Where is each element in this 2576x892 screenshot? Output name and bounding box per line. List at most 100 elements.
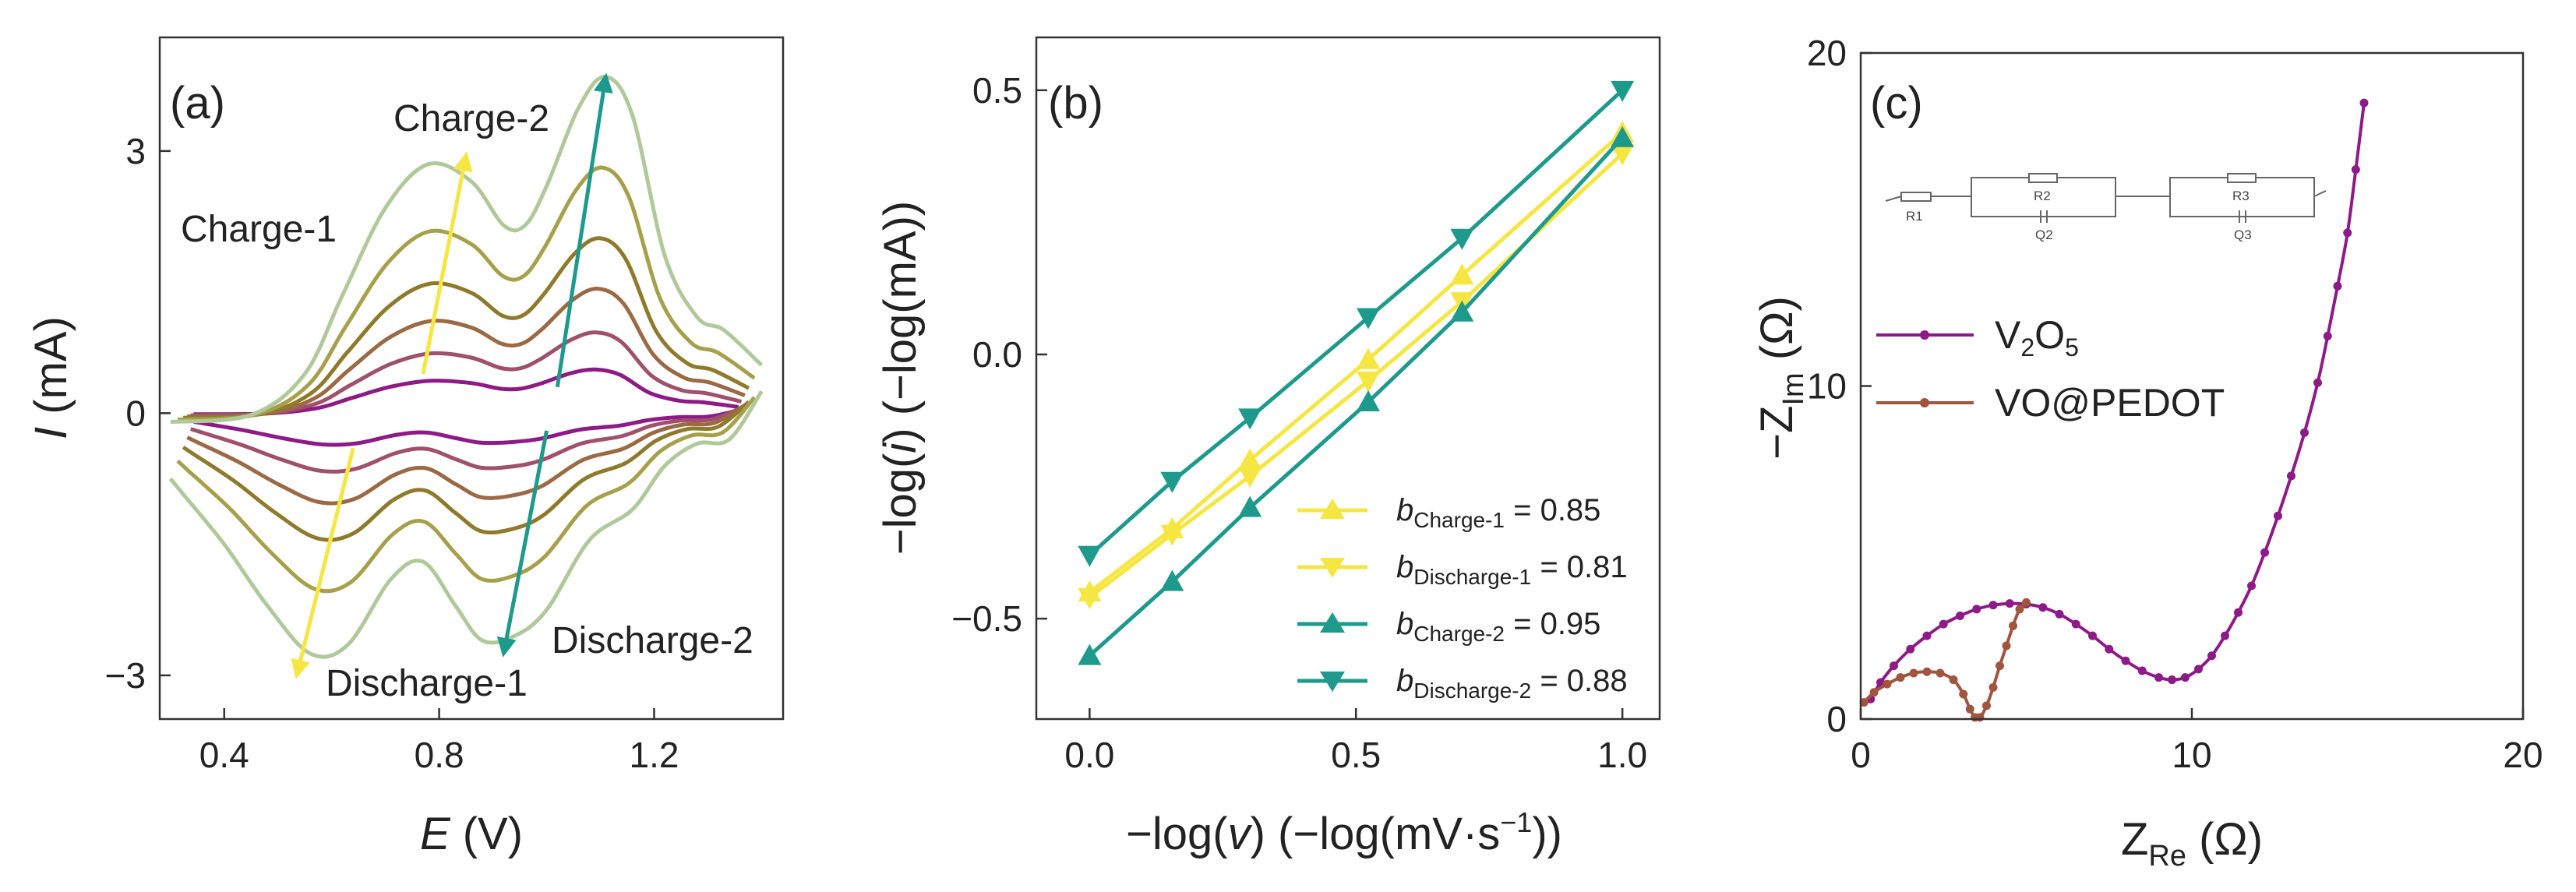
x-tick-label: 1.0 (1597, 735, 1647, 775)
nyquist-point (1936, 668, 1945, 678)
panel-a-xlabel: E (V) (420, 809, 523, 859)
nyquist-point (1972, 605, 1981, 614)
nyquist-point (2221, 631, 2229, 640)
data-point-discharge-1 (1611, 144, 1635, 166)
data-point-discharge-2 (1450, 228, 1474, 250)
cv-curve-anodic (190, 330, 743, 418)
legend-entry-v2o5: V2O5 (1876, 313, 2079, 361)
panel-b-ticks: 0.0 0.5 1.0 0.5 0.0 −0.5 (951, 70, 1647, 775)
data-point-charge-2 (1356, 390, 1380, 412)
nyquist-point (2154, 673, 2163, 682)
legend-marker-down (1320, 558, 1345, 578)
y-tick-label: 20 (1807, 33, 1847, 73)
y-tick-label: 10 (1807, 366, 1847, 407)
y-tick-label: 0.0 (972, 334, 1022, 375)
annotation-charge-2: Charge-2 (393, 98, 549, 139)
nyquist-point (1922, 667, 1932, 676)
cv-curve-anodic (177, 165, 756, 422)
svg-text:bDischarge-2 = 0.88: bDischarge-2 = 0.88 (1396, 664, 1628, 703)
data-point-charge-1 (1238, 448, 1262, 470)
scan-rate-arrow (555, 72, 613, 388)
nyquist-point (1956, 611, 1964, 620)
nyquist-point (2105, 644, 2114, 654)
x-tick-label: 0 (1851, 735, 1871, 775)
series-line-charge-2 (1088, 136, 1624, 658)
nyquist-point (2005, 599, 2014, 608)
panel-a-chart: 0.4 0.8 1.2 3 0 −3 (a) Charge-1 Charge-2 Disc… (26, 36, 785, 859)
series-line-discharge-1 (1088, 152, 1624, 599)
legend-entry-discharge-1: bDischarge-1 = 0.81 (1297, 550, 1628, 589)
panel-c-ylabel: −ZIm (Ω) (1752, 296, 1810, 460)
circuit-label-q2: Q2 (2035, 227, 2053, 242)
nyquist-point (2121, 656, 2130, 665)
nyquist-point (2247, 581, 2256, 591)
nyquist-line-vo-pedot (1862, 601, 2027, 721)
nyquist-point (2071, 619, 2080, 629)
nyquist-point (1896, 673, 1905, 682)
svg-text:V2O5: V2O5 (1995, 313, 2079, 361)
data-point-discharge-1 (1238, 466, 1262, 488)
data-point-charge-1 (1450, 263, 1474, 285)
nyquist-point (2194, 665, 2203, 674)
nyquist-point (1975, 713, 1985, 722)
nyquist-point (2055, 609, 2064, 619)
cv-curve-cathodic (176, 396, 757, 594)
panel-a-ylabel: I (mA) (26, 316, 76, 439)
panel-b-label: (b) (1048, 78, 1103, 129)
nyquist-point (2207, 651, 2216, 661)
data-point-discharge-2 (1356, 308, 1380, 330)
x-tick-label: 20 (2503, 735, 2542, 775)
cv-curve-cathodic (193, 408, 739, 447)
nyquist-point (1909, 668, 1918, 678)
svg-text:bDischarge-1 = 0.81: bDischarge-1 = 0.81 (1396, 550, 1628, 589)
legend-marker-down (1320, 672, 1345, 692)
nyquist-point (2300, 428, 2309, 437)
nyquist-point (1959, 689, 1968, 699)
nyquist-point (2137, 666, 2147, 675)
panel-b-chart: 0.0 0.5 1.0 0.5 0.0 −0.5 (b) bCharge-1 = 0.85… (875, 36, 1661, 859)
annotation-discharge-1: Discharge-1 (326, 663, 528, 704)
panel-b-legend: bCharge-1 = 0.85 bDischarge-1 = 0.81 bCh… (1297, 493, 1628, 703)
legend-marker-up (1320, 499, 1345, 519)
panel-b-ylabel: −log(i) (−log(mA)) (875, 201, 926, 555)
cv-curve-cathodic (168, 390, 764, 659)
panel-c-label: (c) (1870, 78, 1923, 129)
nyquist-point (2022, 598, 2031, 607)
legend-marker-up (1320, 612, 1345, 633)
cv-curve-anodic (183, 236, 750, 420)
data-point-charge-2 (1238, 495, 1262, 517)
nyquist-point (2038, 603, 2048, 612)
nyquist-point (1965, 704, 1974, 714)
legend-entry-vo-pedot: VO@PEDOT (1876, 381, 2225, 425)
data-point-charge-2 (1450, 300, 1474, 322)
x-tick-label: 0.8 (415, 735, 464, 775)
nyquist-point (2343, 228, 2352, 238)
circuit-label-q3: Q3 (2234, 227, 2252, 242)
nyquist-point (2287, 471, 2295, 481)
panel-c-ticks: 0 10 20 20 10 0 (1807, 33, 2543, 775)
data-point-charge-2 (1078, 643, 1102, 665)
data-point-discharge-2 (1611, 80, 1635, 102)
data-point-charge-2 (1611, 125, 1635, 147)
annotation-charge-1: Charge-1 (181, 209, 337, 250)
data-point-discharge-2 (1238, 408, 1262, 430)
nyquist-point (2168, 675, 2176, 685)
nyquist-point (2009, 621, 2017, 630)
panel-b-frame (1035, 36, 1661, 721)
nyquist-point (1982, 701, 1991, 710)
nyquist-point (1988, 601, 1998, 610)
panel-c-series (1859, 98, 2369, 722)
circuit-label-r1: R1 (1906, 209, 1923, 224)
scan-rate-arrow (421, 151, 473, 375)
panel-c-legend: V2O5 VO@PEDOT (1876, 313, 2225, 425)
cv-curve-anodic (187, 287, 746, 418)
panel-a-frame (158, 36, 785, 721)
nyquist-point (1876, 678, 1885, 687)
cv-curve-anodic (170, 74, 764, 425)
x-tick-label: 1.2 (630, 735, 679, 775)
y-tick-label: 3 (125, 131, 146, 171)
data-point-discharge-2 (1160, 471, 1184, 493)
data-point-discharge-1 (1078, 587, 1102, 609)
nyquist-point (2274, 511, 2282, 520)
